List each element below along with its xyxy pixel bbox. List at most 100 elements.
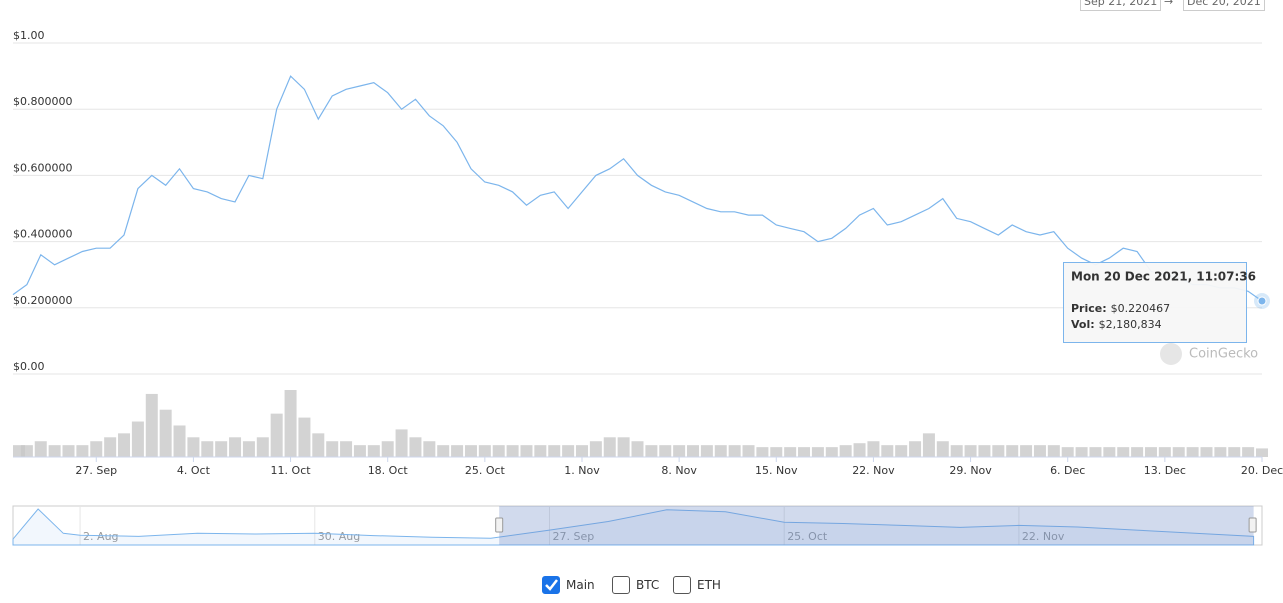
y-tick-label: $1.00 [13,29,45,42]
volume-bar [173,425,186,457]
volume-bar [367,445,380,457]
volume-bar [589,441,602,457]
volume-bar [1131,447,1144,457]
legend-label: Main [566,578,595,592]
volume-bar [256,437,269,457]
volume-bar [811,447,824,457]
volume-bar [728,445,741,457]
volume-bar [381,441,394,457]
volume-bar [853,443,866,457]
navigator-tick-label: 30. Aug [318,530,360,543]
volume-bar [229,437,242,457]
volume-bar [1144,447,1157,457]
navigator-selection[interactable] [499,506,1254,545]
volume-bar [242,441,255,457]
x-tick-label: 6. Dec [1050,464,1085,477]
y-tick-label: $0.600000 [13,161,73,174]
volume-bar [603,437,616,457]
checkbox[interactable] [612,576,630,594]
volume-bar [62,445,75,457]
volume-bar [1242,447,1255,457]
volume-bar [881,445,894,457]
checkbox[interactable] [542,576,560,594]
volume-bar [1020,445,1033,457]
volume-bar [1103,447,1116,457]
volume-bar [1006,445,1019,457]
volume-bar [1214,447,1227,457]
volume-bar [770,447,783,457]
volume-bar [936,441,949,457]
navigator-tick-label: 25. Oct [787,530,828,543]
hover-point [1257,296,1267,306]
tooltip-box [1063,262,1247,343]
volume-bar [215,441,228,457]
x-tick-label: 13. Dec [1144,464,1186,477]
x-tick-label: 20. Dec [1241,464,1283,477]
volume-bar [784,447,797,457]
volume-bar [395,429,408,457]
volume-bar [992,445,1005,457]
x-tick-label: 25. Oct [465,464,506,477]
volume-bar [353,445,366,457]
volume-bar [270,413,283,457]
volume-bar [492,445,505,457]
volume-bar [1117,447,1130,457]
volume-bar [742,445,755,457]
volume-bar [700,445,713,457]
volume-bar [978,445,991,457]
range-arrow: → [1164,0,1174,8]
volume-bar [645,445,658,457]
date-from[interactable]: Sep 21, 2021 [1080,0,1162,11]
volume-bar [187,437,200,457]
volume-bar [312,433,325,457]
volume-bar [20,445,33,457]
navigator-handle[interactable] [1248,517,1257,533]
volume-bar [1061,447,1074,457]
x-tick-label: 18. Oct [368,464,409,477]
legend-item[interactable]: BTC [612,576,659,594]
volume-bar [506,445,519,457]
navigator-frame [12,505,1263,546]
navigator-handle[interactable] [495,517,504,533]
volume-bar [714,445,727,457]
volume-bar [1158,447,1171,457]
volume-bar [520,445,533,457]
volume-bar [562,445,575,457]
y-tick-label: $0.200000 [13,294,73,307]
x-tick-label: 27. Sep [75,464,117,477]
volume-bar [451,445,464,457]
legend-item[interactable]: Main [542,576,595,594]
check-mark [545,579,558,591]
volume-bar [631,441,644,457]
volume-bar [756,447,769,457]
legend-item[interactable]: ETH [673,576,721,594]
tooltip-vol-label: Vol: [1071,318,1095,331]
date-to[interactable]: Dec 20, 2021 [1183,0,1265,11]
volume-bar [159,409,172,457]
volume-bar [1033,445,1046,457]
navigator-tick-label: 22. Nov [1022,530,1065,543]
navigator-tick-label: 2. Aug [83,530,118,543]
volume-bar [478,445,491,457]
tooltip-vol: $2,180,834 [1099,318,1162,331]
checkbox[interactable] [673,576,691,594]
navigator-area [12,508,1255,546]
x-tick-label: 15. Nov [755,464,798,477]
volume-bar [534,445,547,457]
volume-bar [409,437,422,457]
y-tick-label: $0.800000 [13,95,73,108]
volume-bar [1075,447,1088,457]
tooltip: Mon 20 Dec 2021, 11:07:36 Price: $0.220467… [1063,262,1256,343]
legend-label: ETH [697,578,721,592]
volume-bar [1089,447,1102,457]
volume-bar [575,445,588,457]
watermark: CoinGecko [1189,347,1258,362]
volume-bar [950,445,963,457]
tooltip-title: Mon 20 Dec 2021, 11:07:36 [1071,270,1256,284]
volume-bar [104,437,117,457]
volume-bar [895,445,908,457]
volume-bar [1256,448,1268,457]
volume-bar [825,447,838,457]
volume-bar [437,445,450,457]
